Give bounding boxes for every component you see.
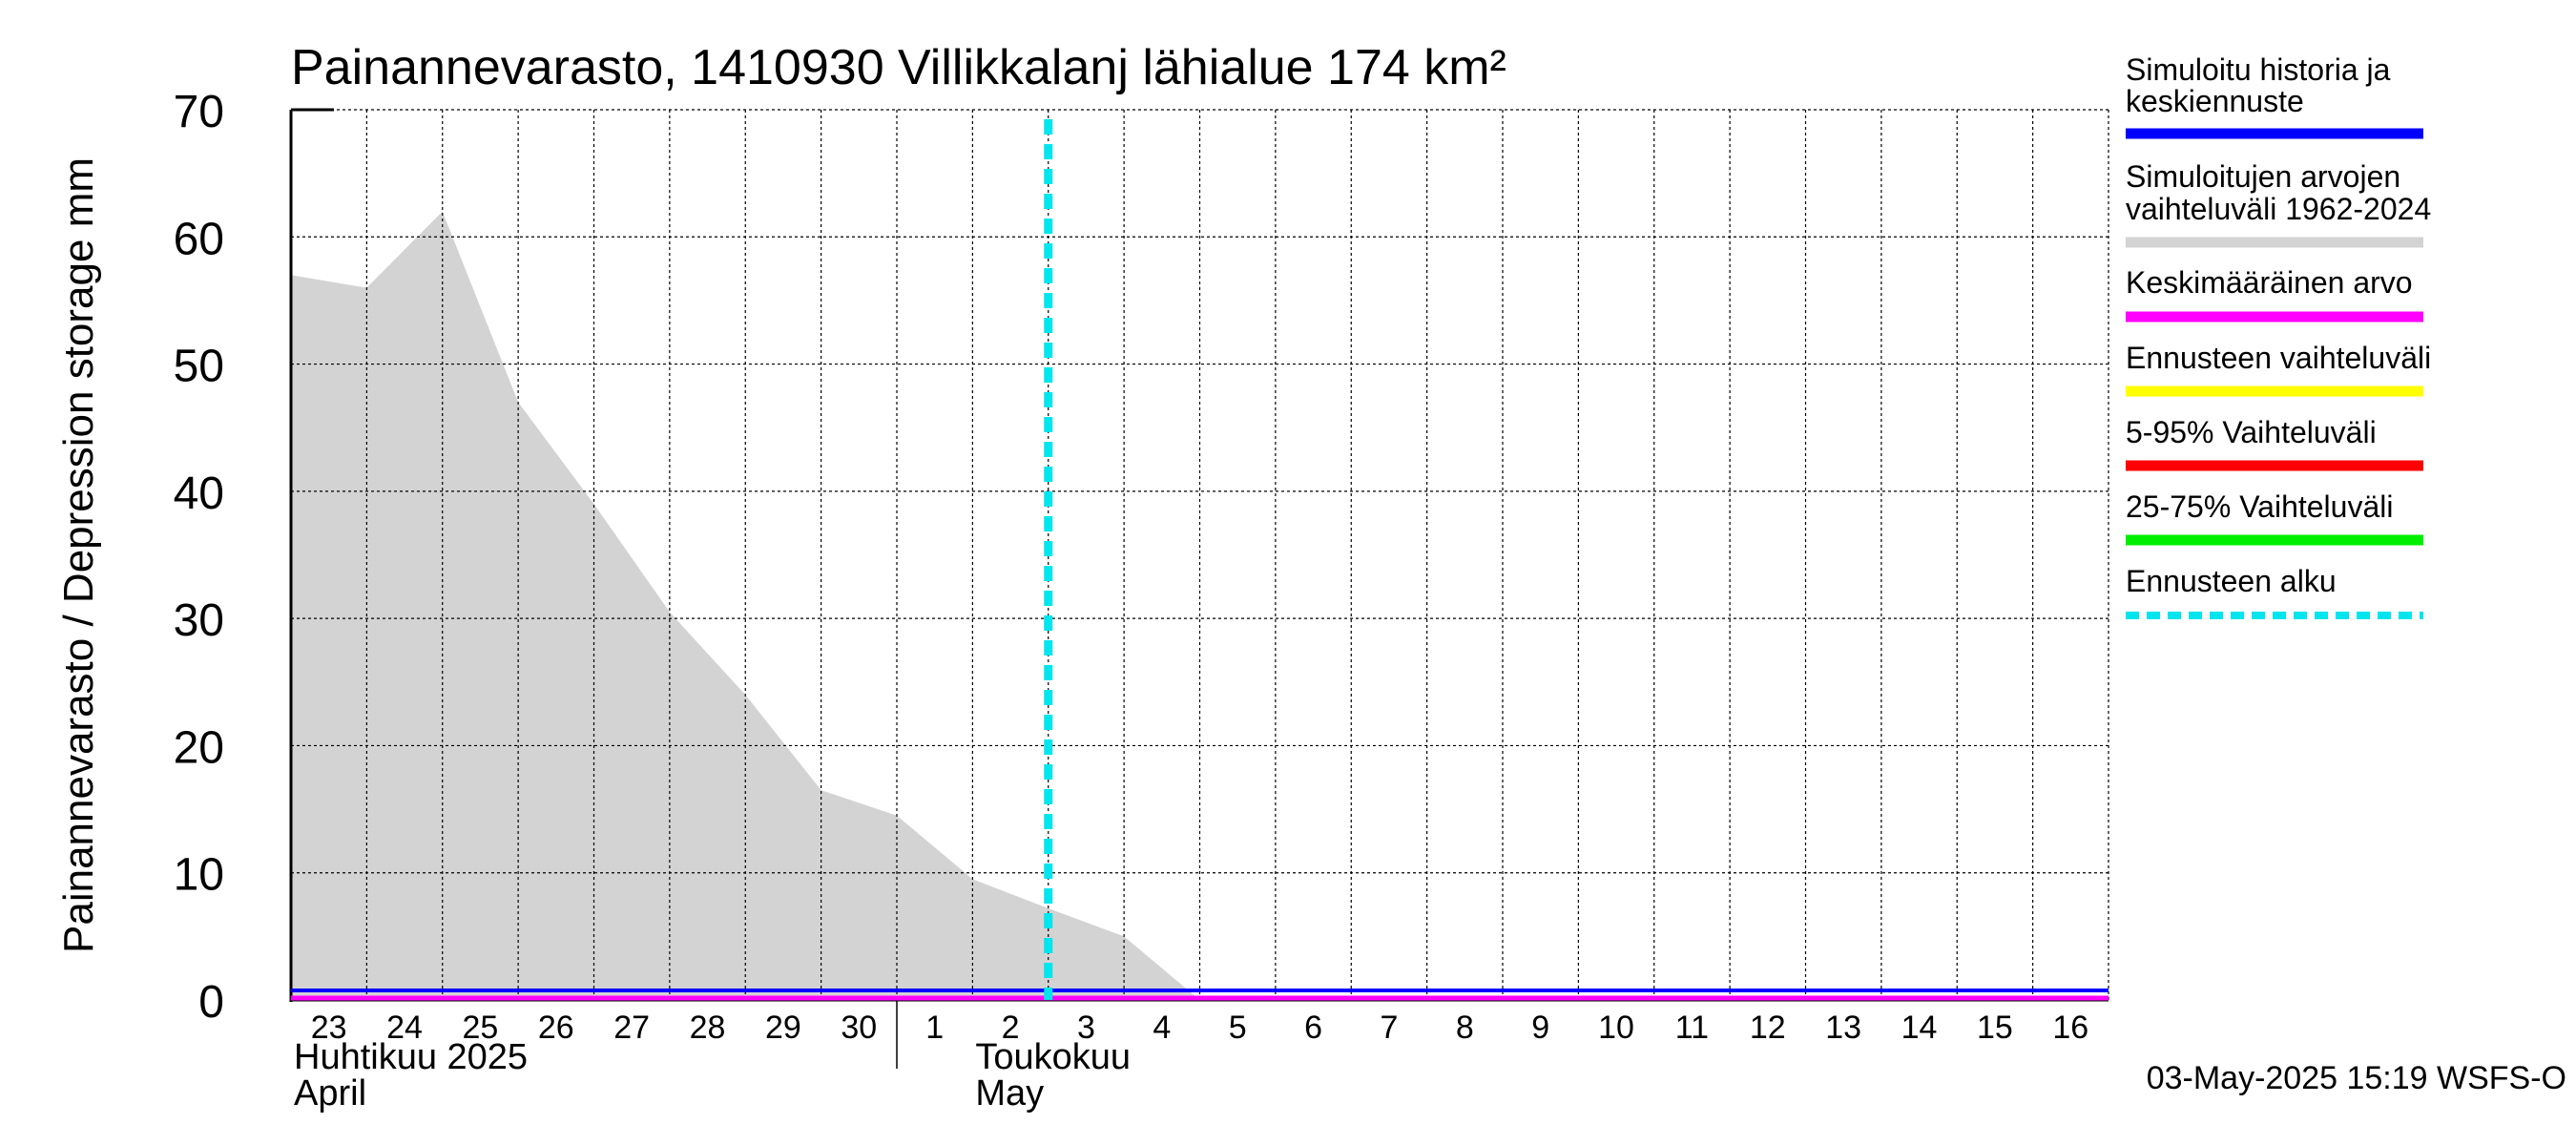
x-tick-label-9: 2 bbox=[1002, 1010, 1020, 1046]
x-tick-label-5: 28 bbox=[690, 1010, 726, 1046]
x-tick-label-12: 5 bbox=[1229, 1010, 1247, 1046]
x-tick-label-18: 11 bbox=[1675, 1010, 1709, 1046]
y-tick-label-6: 60 bbox=[174, 214, 224, 264]
y-tick-label-0: 0 bbox=[198, 977, 224, 1028]
month-label-1: Toukokuu bbox=[975, 1037, 1131, 1077]
y-tick-label-5: 50 bbox=[174, 342, 224, 392]
x-tick-label-17: 10 bbox=[1598, 1010, 1634, 1046]
y-tick-label-3: 30 bbox=[174, 595, 224, 646]
x-tick-label-14: 7 bbox=[1380, 1010, 1398, 1046]
y-tick-label-4: 40 bbox=[174, 468, 224, 519]
x-tick-label-10: 3 bbox=[1077, 1010, 1095, 1046]
x-tick-label-20: 13 bbox=[1825, 1010, 1861, 1046]
x-tick-label-11: 4 bbox=[1153, 1010, 1171, 1046]
chart-title: Painannevarasto, 1410930 Villikkalanj lä… bbox=[291, 40, 1506, 95]
legend-label-3: Ennusteen vaihteluväli bbox=[2126, 341, 2431, 375]
x-tick-label-16: 9 bbox=[1531, 1010, 1549, 1046]
x-tick-label-6: 29 bbox=[765, 1010, 801, 1046]
legend-label-0-line1: Simuloitu historia ja bbox=[2126, 52, 2391, 87]
x-tick-label-8: 1 bbox=[925, 1010, 944, 1046]
x-tick-label-2: 25 bbox=[463, 1010, 499, 1046]
legend-label-4: 5-95% Vaihteluväli bbox=[2126, 415, 2377, 449]
x-tick-label-4: 27 bbox=[613, 1010, 650, 1046]
legend-label-5: 25-75% Vaihteluväli bbox=[2126, 489, 2393, 524]
legend-label-2: Keskimääräinen arvo bbox=[2126, 265, 2413, 300]
x-tick-label-0: 23 bbox=[311, 1010, 347, 1046]
month-sublabel-0: April bbox=[294, 1073, 366, 1114]
month-label-0: Huhtikuu 2025 bbox=[294, 1037, 528, 1077]
x-tick-label-19: 12 bbox=[1750, 1010, 1786, 1046]
x-tick-label-23: 16 bbox=[2052, 1010, 2088, 1046]
x-tick-label-22: 15 bbox=[1977, 1010, 2013, 1046]
month-sublabel-1: May bbox=[975, 1073, 1044, 1114]
x-tick-label-13: 6 bbox=[1304, 1010, 1322, 1046]
x-tick-label-15: 8 bbox=[1456, 1010, 1474, 1046]
y-tick-label-7: 70 bbox=[174, 87, 224, 137]
x-tick-label-21: 14 bbox=[1901, 1010, 1938, 1046]
x-tick-label-3: 26 bbox=[538, 1010, 574, 1046]
legend-label-1-line2: vaihteluväli 1962-2024 bbox=[2126, 192, 2431, 226]
x-tick-label-7: 30 bbox=[841, 1010, 877, 1046]
x-tick-label-1: 24 bbox=[386, 1010, 423, 1046]
footer-timestamp: 03-May-2025 15:19 WSFS-O bbox=[2147, 1060, 2566, 1096]
y-axis-label: Painannevarasto / Depression storage mm bbox=[55, 157, 102, 953]
y-tick-label-2: 20 bbox=[174, 722, 224, 773]
y-tick-label-1: 10 bbox=[174, 850, 224, 901]
legend-label-0-line2: keskiennuste bbox=[2126, 84, 2304, 118]
legend-label-6: Ennusteen alku bbox=[2126, 564, 2337, 598]
legend-label-1-line1: Simuloitujen arvojen bbox=[2126, 159, 2400, 194]
